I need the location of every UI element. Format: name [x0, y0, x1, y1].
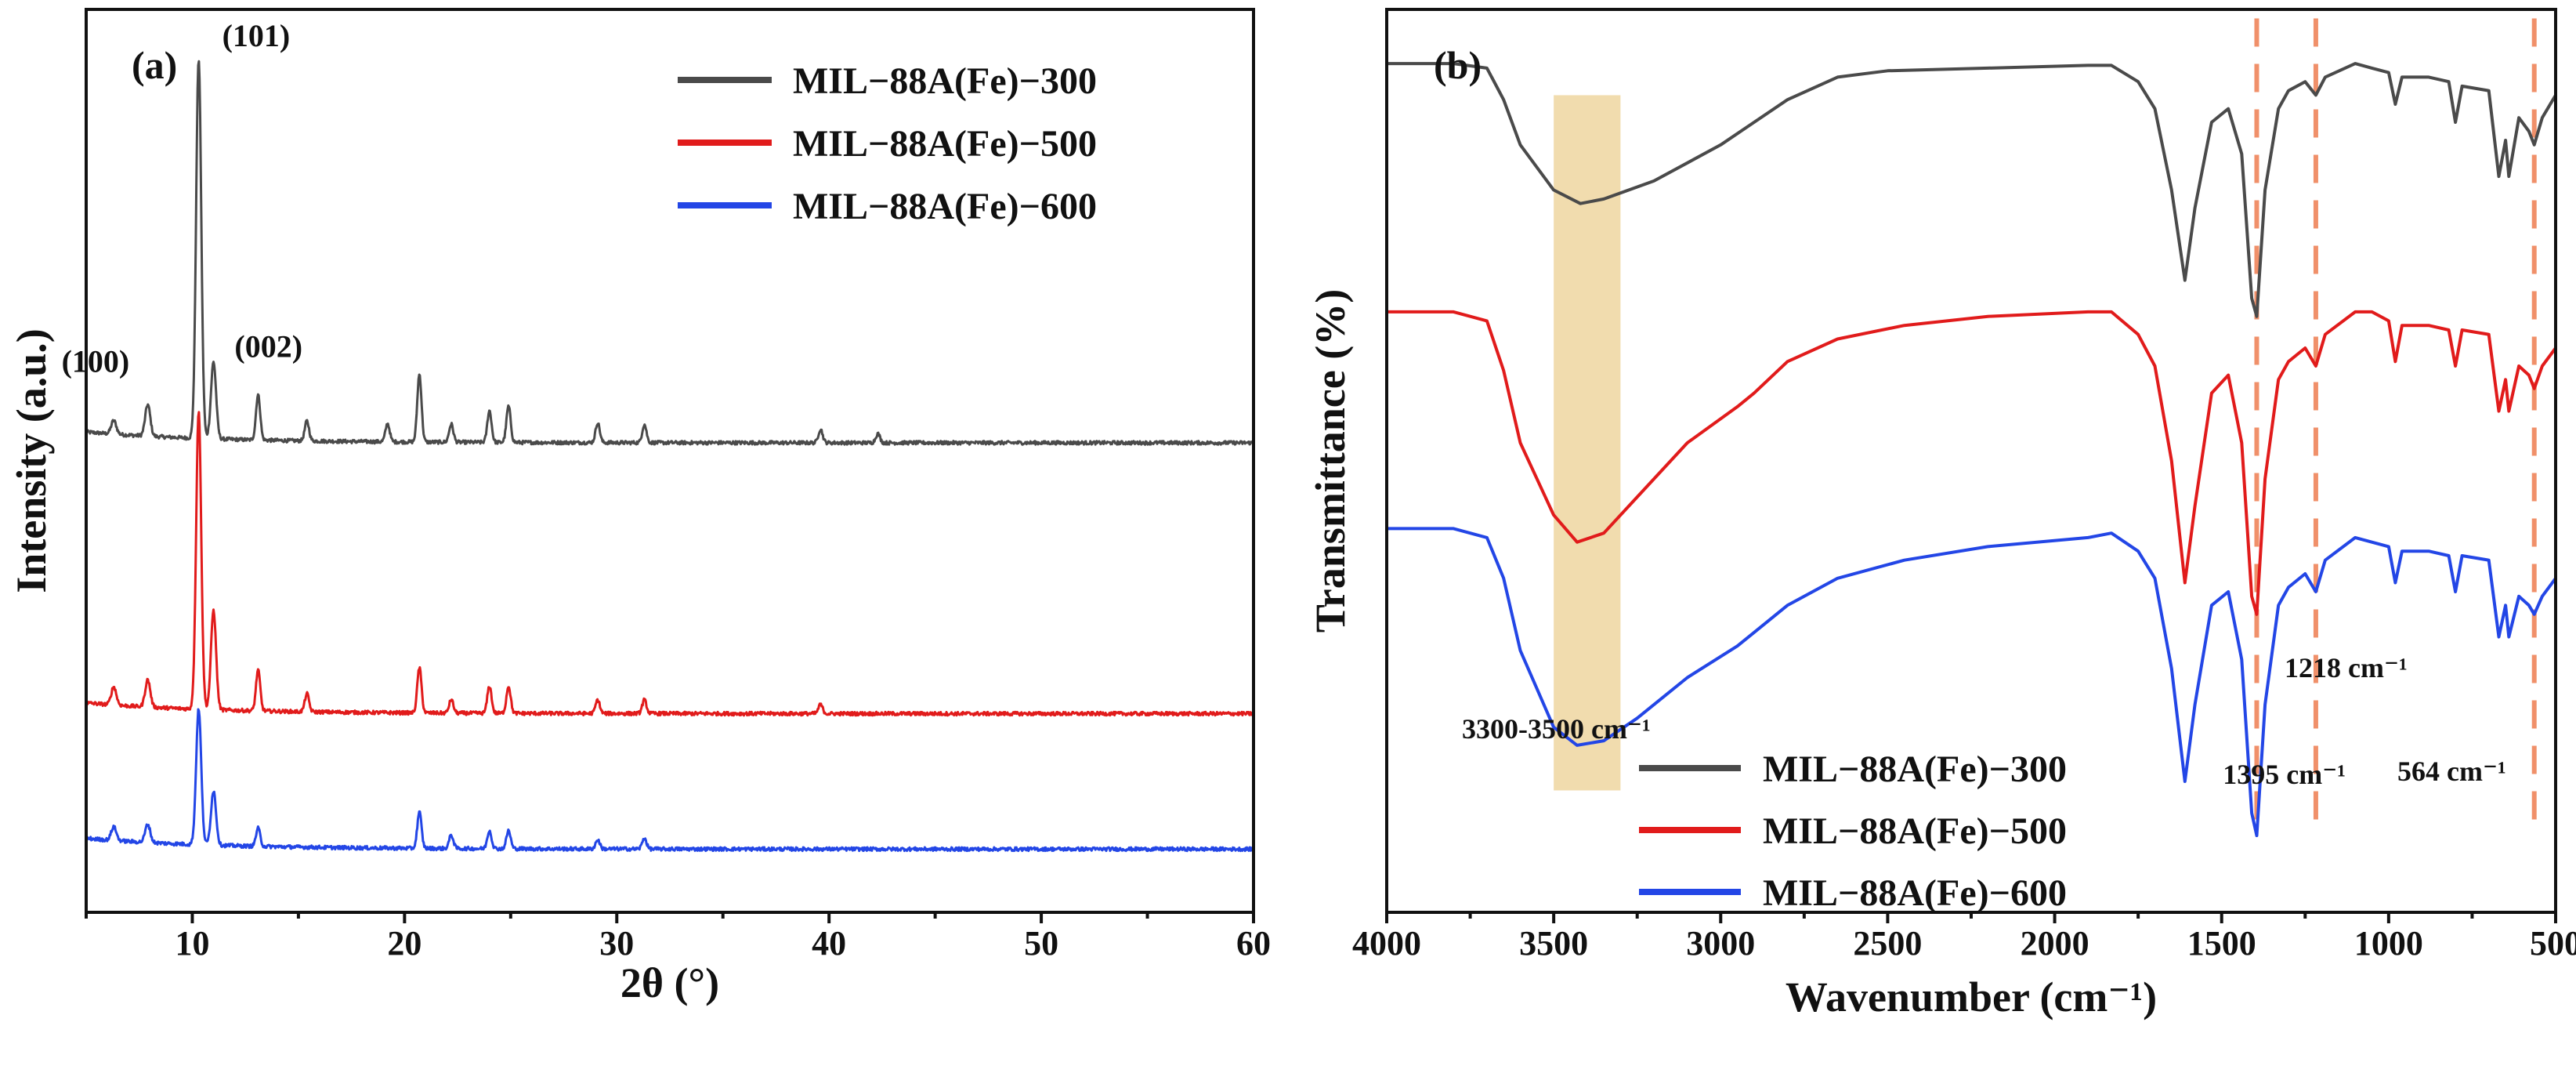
- panel-a-label: (a): [132, 43, 177, 87]
- ftir-line-MIL−88A(Fe)−500: [1387, 310, 2557, 616]
- legend-label-300: MIL−88A(Fe)−300: [793, 60, 1097, 102]
- x-tick-label: 50: [1024, 924, 1058, 962]
- panel-a-peak-annotations: (100) (101) (002): [62, 18, 302, 379]
- x-tick-label: 500: [2530, 924, 2576, 962]
- legend-label-600: MIL−88A(Fe)−600: [793, 186, 1097, 227]
- marker-label-1395: 1395 cm⁻¹: [2223, 759, 2346, 790]
- x-tick-label: 30: [599, 924, 634, 962]
- panel-b-ftir: 4000 3500 3000 2500 2000 1500 1000 500 (b) 3300…: [1307, 8, 2576, 1020]
- band-label: 3300-3500 cm⁻¹: [1462, 713, 1651, 745]
- panel-b-x-ticks: 4000 3500 3000 2500 2000 1500 1000 500: [1352, 912, 2576, 962]
- ftir-line-MIL−88A(Fe)−600: [1387, 527, 2557, 838]
- xrd-line-MIL−88A(Fe)−600: [85, 708, 1255, 853]
- marker-label-1218: 1218 cm⁻¹: [2285, 652, 2408, 683]
- panel-a-legend: MIL−88A(Fe)−300 MIL−88A(Fe)−500 MIL−88A(…: [678, 60, 1097, 227]
- x-tick-label: 2500: [1853, 924, 1922, 962]
- peak-label-002: (002): [234, 328, 302, 364]
- panel-a-plot-frame: [85, 8, 1255, 914]
- x-tick-label: 1000: [2354, 924, 2423, 962]
- peak-label-101: (101): [223, 18, 291, 53]
- panel-b-y-axis-title: Transmittance (%): [1307, 289, 1354, 633]
- panel-b-label: (b): [1434, 43, 1482, 87]
- x-tick-label: 20: [387, 924, 421, 962]
- highlight-band-3300-3500: [1554, 95, 1621, 791]
- panel-a-series-group: [85, 60, 1255, 853]
- x-tick-label: 4000: [1352, 924, 1421, 962]
- panel-a-x-ticks: 10 20 30 40 50 60: [85, 912, 1271, 962]
- x-tick-label: 3500: [1519, 924, 1588, 962]
- xrd-line-MIL−88A(Fe)−500: [85, 411, 1255, 717]
- marker-label-564: 564 cm⁻¹: [2397, 756, 2506, 787]
- x-tick-label: 40: [812, 924, 846, 962]
- x-tick-label: 3000: [1686, 924, 1755, 962]
- ftir-line-MIL−88A(Fe)−300: [1387, 62, 2557, 318]
- legend-label-300: MIL−88A(Fe)−300: [1763, 749, 2067, 790]
- peak-label-100: (100): [62, 344, 130, 379]
- x-tick-label: 1500: [2187, 924, 2256, 962]
- legend-label-500: MIL−88A(Fe)−500: [1763, 810, 2067, 852]
- panel-b-series-group: [1387, 62, 2557, 838]
- x-tick-label: 60: [1236, 924, 1271, 962]
- x-tick-label: 10: [175, 924, 209, 962]
- panel-a-xrd: (100) (101) (002) 10 20 30 40 50 60 (a) MIL−88A…: [8, 8, 1271, 1006]
- x-tick-label: 2000: [2021, 924, 2089, 962]
- panel-b-marker-lines: [2254, 18, 2537, 836]
- legend-label-600: MIL−88A(Fe)−600: [1763, 872, 2067, 914]
- legend-label-500: MIL−88A(Fe)−500: [793, 123, 1097, 165]
- panel-b-x-axis-title: Wavenumber (cm⁻¹): [1785, 973, 2157, 1020]
- panel-b-legend: MIL−88A(Fe)−300 MIL−88A(Fe)−500 MIL−88A(…: [1639, 749, 2067, 914]
- xrd-line-MIL−88A(Fe)−300: [85, 60, 1254, 446]
- panel-a-x-axis-title: 2θ (°): [620, 959, 719, 1006]
- panel-a-y-axis-title: Intensity (a.u.): [8, 328, 55, 593]
